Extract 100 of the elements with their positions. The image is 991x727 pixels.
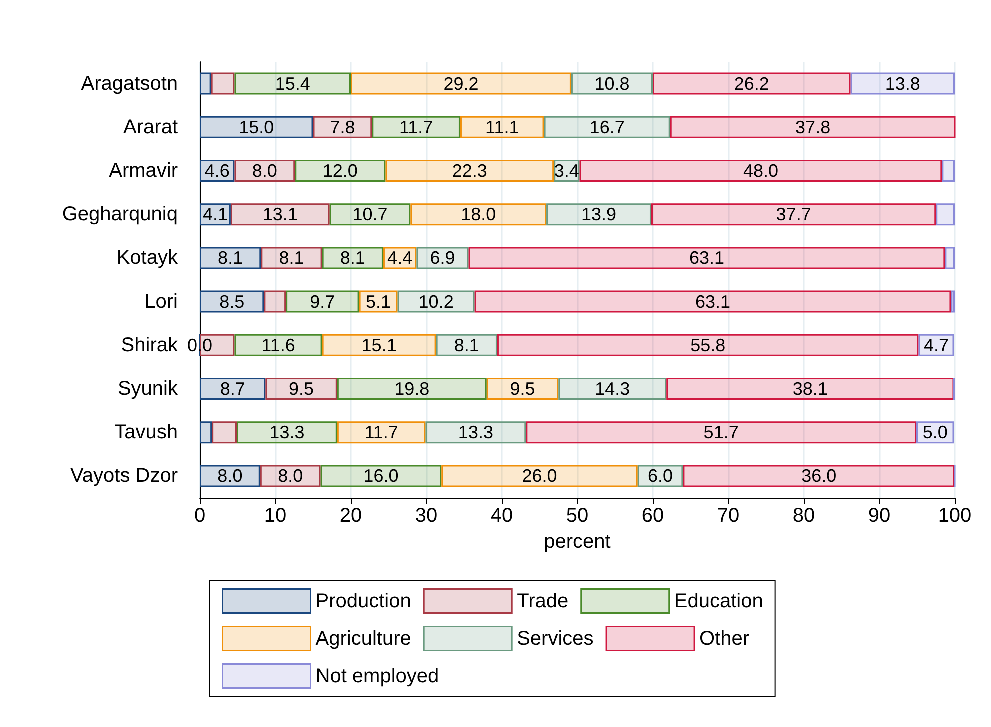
data-label: 11.7 — [364, 422, 398, 443]
x-tick-label: 50 — [566, 505, 589, 527]
bar — [386, 160, 554, 182]
y-tick-label: Syunik — [118, 378, 179, 400]
data-label: 16.7 — [590, 117, 625, 138]
data-label: 37.7 — [776, 204, 812, 225]
data-label: 10.7 — [352, 204, 388, 225]
bar — [234, 334, 322, 356]
bar — [236, 422, 338, 444]
data-label: 9.7 — [310, 292, 336, 312]
data-label: 16.0 — [364, 466, 399, 486]
bar — [200, 72, 212, 95]
bar — [320, 465, 442, 488]
bar — [372, 116, 460, 138]
data-label: 13.3 — [270, 422, 305, 443]
data-label: 12.0 — [322, 161, 358, 181]
bar — [460, 116, 544, 138]
legend-label: Services — [517, 628, 594, 650]
data-label: 48.0 — [743, 161, 778, 181]
data-label: 18.0 — [461, 204, 496, 225]
legend-label: Other — [700, 628, 750, 650]
bar — [850, 72, 955, 95]
x-tick-label: 60 — [642, 505, 664, 527]
data-label: 13.3 — [458, 422, 494, 443]
x-axis-title: percent — [544, 531, 612, 553]
y-tick-label: Vayots Dzor — [70, 465, 178, 488]
bar — [261, 247, 322, 270]
data-label: 19.8 — [394, 379, 430, 399]
y-tick-label: Aragatsotn — [81, 72, 178, 95]
data-label: 11.6 — [262, 335, 296, 356]
bar — [670, 116, 956, 138]
data-label: 8.1 — [340, 248, 366, 268]
data-label: 8.7 — [220, 379, 246, 399]
bar — [945, 247, 955, 270]
data-label: 37.8 — [796, 117, 831, 138]
bar — [398, 290, 475, 313]
data-label: 8.1 — [218, 248, 244, 268]
bar — [526, 422, 916, 444]
data-label: 8.0 — [252, 161, 278, 181]
data-label: 13.8 — [885, 74, 920, 94]
legend-label: Trade — [517, 590, 569, 612]
x-tick-label: 80 — [792, 505, 816, 527]
bar — [486, 378, 559, 400]
bar — [951, 290, 955, 313]
bar — [497, 334, 919, 356]
data-label: 15.1 — [362, 335, 397, 356]
bar — [200, 247, 262, 270]
data-label: 4.4 — [388, 248, 413, 268]
y-tick-label: Gegharquniq — [62, 204, 178, 226]
bar — [313, 116, 372, 138]
data-label: 8.0 — [218, 466, 243, 486]
data-label: 8.1 — [454, 335, 480, 356]
bar — [337, 378, 487, 400]
bar — [234, 160, 296, 182]
x-tick-label: 30 — [415, 505, 438, 527]
bar — [295, 160, 386, 182]
bar — [546, 204, 652, 226]
bar — [322, 247, 384, 270]
data-label: 8.1 — [279, 248, 304, 268]
bar — [936, 204, 955, 226]
data-label: 5.0 — [922, 422, 948, 443]
y-tick-label: Tavush — [114, 422, 178, 444]
data-label: 9.5 — [510, 379, 536, 399]
legend-label: Education — [674, 590, 764, 612]
bar — [468, 247, 946, 270]
bar — [212, 422, 237, 444]
bar — [651, 204, 936, 226]
legend-label: Agriculture — [316, 628, 412, 650]
bar — [683, 465, 955, 488]
data-label: 11.7 — [399, 117, 434, 138]
data-label: 14.3 — [595, 379, 630, 399]
data-label: 63.1 — [689, 248, 725, 268]
x-tick-label: 20 — [340, 505, 362, 527]
bar — [410, 204, 547, 226]
data-label: 38.1 — [792, 379, 828, 399]
data-label: 26.2 — [734, 74, 770, 94]
y-tick-label: Armavir — [109, 160, 178, 182]
data-label: 26.0 — [522, 466, 558, 486]
bar — [200, 378, 266, 400]
data-label: 10.2 — [418, 292, 454, 312]
bar — [266, 378, 338, 400]
legend-label: Production — [316, 590, 412, 612]
bar — [200, 465, 260, 488]
data-label: 3.4 — [554, 161, 580, 181]
data-label: 4.7 — [924, 335, 950, 356]
y-tick-label: Shirak — [121, 334, 179, 356]
bar — [666, 378, 954, 400]
bar — [426, 422, 526, 444]
bar — [200, 116, 314, 138]
data-label: 15.0 — [239, 117, 274, 138]
data-label: 22.3 — [452, 161, 488, 181]
bar — [211, 72, 235, 95]
bar — [230, 204, 330, 226]
data-label: 4.6 — [204, 161, 230, 181]
x-tick-label: 40 — [490, 505, 514, 527]
bar — [571, 72, 653, 95]
data-label: 13.1 — [262, 204, 298, 225]
data-label: 55.8 — [690, 335, 726, 356]
bar — [234, 72, 351, 95]
data-label: 13.9 — [581, 204, 617, 225]
